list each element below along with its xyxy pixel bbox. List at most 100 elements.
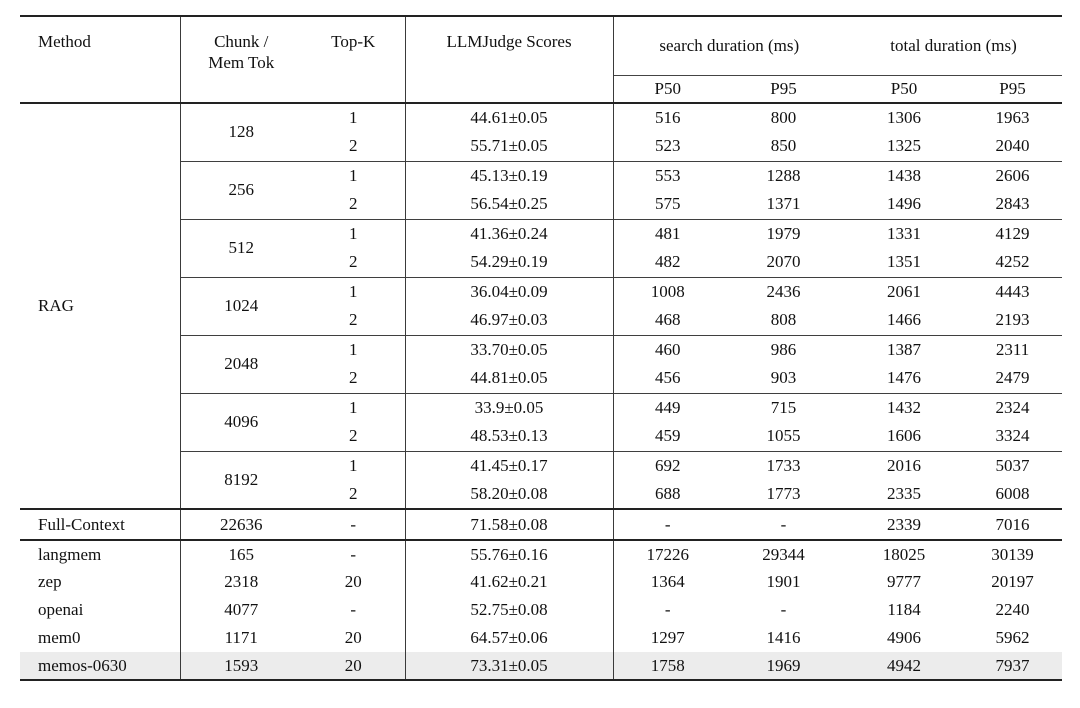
cell-llmjudge-score: 54.29±0.19 [405, 248, 614, 277]
cell-total-p50: 1466 [887, 310, 922, 330]
cell-total-p95: 7016 [995, 514, 1030, 534]
cell-llmjudge-score: 48.53±0.13 [405, 422, 614, 451]
table-row: 2048 1 33.70±0.05 460 986 1387 2311 [20, 334, 1063, 393]
cell-search-p95: 808 [770, 310, 797, 330]
results-table: Method Chunk / Mem Tok Top-K LLMJudge Sco… [20, 15, 1063, 681]
cell-topk: - [302, 509, 406, 540]
cell-total-p50: 9777 [887, 572, 922, 591]
cell-search-p95: 1773 [766, 484, 801, 503]
col-header-method: Method [20, 16, 181, 103]
cell-llmjudge-score: 45.13±0.19 [405, 160, 614, 190]
cell-total-p50: 2061 [845, 276, 964, 306]
table-row: 2 46.97±0.03 468 808 1466 2193 [20, 306, 1062, 335]
cell-search-p95: 1055 [766, 426, 801, 446]
cell-total-p50: 4942 [845, 652, 964, 680]
cell-total-p50: 2016 [845, 450, 964, 480]
cell-topk: - [302, 540, 406, 568]
cell-method: openai [20, 596, 181, 624]
table-row: 2 55.71±0.05 523 850 1325 2040 [20, 132, 1062, 161]
cell-total-p95: 2479 [995, 368, 1030, 388]
table-row: 8192 1 41.45±0.17 692 1733 2016 5037 [20, 450, 1063, 509]
rag-section: RAG 128 1 44.61±0.05 516 800 1306 1963 2 55.71±0.… [20, 103, 1063, 509]
cell-search-p95: - [780, 514, 787, 534]
table-row: RAG 128 1 44.61±0.05 516 800 1306 1963 [20, 103, 1062, 509]
cell-chunk-size: 1171 [224, 628, 258, 647]
cell-search-p95: 715 [722, 392, 846, 422]
table-header: Method Chunk / Mem Tok Top-K LLMJudge Sco… [20, 16, 1063, 103]
cell-topk: 1 [302, 160, 406, 190]
cell-total-p50: 2339 [887, 514, 922, 534]
cell-llmjudge-score: 36.04±0.09 [405, 276, 614, 306]
cell-topk: 1 [302, 392, 406, 422]
cell-chunk-size: 8192 [180, 450, 302, 509]
cell-total-p50: 1476 [887, 368, 922, 388]
cell-search-p50: 456 [655, 368, 681, 388]
col-group-search-duration: search duration (ms) [613, 16, 846, 76]
col-header-topk-label: Top-K [331, 32, 376, 51]
table-row-memos-0630: memos-0630 1593 20 73.31±0.05 1758 1969 4942 79… [20, 652, 1063, 680]
cell-total-p95: 6008 [995, 484, 1030, 503]
cell-total-p50: 1184 [887, 600, 921, 619]
cell-total-p50: 1387 [845, 334, 964, 364]
cell-method: zep [20, 568, 181, 596]
cell-search-p50: 468 [655, 310, 681, 330]
cell-search-p95: 29344 [762, 544, 805, 564]
cell-search-p50: 460 [613, 334, 722, 364]
cell-llmjudge-score: 56.54±0.25 [405, 190, 614, 219]
cell-search-p50: 553 [613, 160, 722, 190]
cell-total-p95: 30139 [991, 544, 1034, 564]
cell-total-p95: 2193 [995, 310, 1030, 330]
cell-chunk-size: 2318 [224, 572, 259, 591]
cell-total-p50: 1438 [845, 160, 964, 190]
cell-total-p95: 2606 [963, 160, 1063, 190]
table-row-zep: zep 2318 20 41.62±0.21 1364 1901 9777 20197 [20, 568, 1062, 596]
cell-llmjudge-score: 41.36±0.24 [405, 218, 614, 248]
cell-llmjudge-score: 64.57±0.06 [405, 624, 614, 652]
col-group-total-duration: total duration (ms) [845, 16, 1063, 76]
col-header-topk: Top-K [302, 16, 406, 103]
cell-llmjudge-score: 55.71±0.05 [405, 132, 614, 161]
cell-method: mem0 [20, 624, 181, 652]
table-row: 256 1 45.13±0.19 553 1288 1438 2606 [20, 160, 1063, 219]
table-row-openai: openai 4077-52.75±0.08- -1184 2240 [20, 596, 1062, 624]
cell-topk: - [302, 596, 406, 624]
cell-llmjudge-score: 44.61±0.05 [405, 103, 614, 132]
cell-total-p95: 2324 [963, 392, 1063, 422]
cell-search-p50: 516 [655, 108, 681, 127]
cell-chunk-size: 256 [180, 160, 302, 219]
cell-search-p95: 1979 [722, 218, 846, 248]
col-header-llmjudge: LLMJudge Scores [405, 16, 614, 103]
cell-search-p50: 1008 [613, 276, 722, 306]
table-row: 2 58.20±0.08 688 1773 2335 6008 [20, 480, 1062, 509]
cell-search-p50: 1758 [613, 652, 722, 680]
table-row: 1024 1 36.04±0.09 1008 2436 2061 4443 [20, 276, 1063, 335]
cell-search-p50: 449 [613, 392, 722, 422]
cell-llmjudge-score: 33.70±0.05 [405, 334, 614, 364]
subheader-total-p50: P50 [890, 78, 918, 98]
cell-topk: 1 [302, 276, 406, 306]
table-row: 2 48.53±0.13 459 1055 1606 3324 [20, 422, 1062, 451]
cell-search-p95: 1371 [766, 194, 801, 214]
cell-total-p95: 2040 [995, 136, 1030, 156]
cell-topk: 1 [302, 334, 406, 364]
cell-chunk-size: 128 [228, 122, 255, 142]
cell-search-p95: 1288 [722, 160, 846, 190]
cell-search-p50: - [664, 600, 671, 619]
table-row: 2 44.81±0.05 456 903 1476 2479 [20, 364, 1062, 393]
cell-total-p50: 2335 [887, 484, 922, 503]
cell-total-p50: 1496 [887, 194, 922, 214]
cell-chunk-size: 1593 [180, 652, 302, 680]
table-row: 2 56.54±0.25 575 1371 1496 2843 [20, 190, 1062, 219]
cell-search-p50: - [664, 514, 671, 534]
full-context-section: Full-Context 22636-71.58±0.08- -2339 7016 [20, 509, 1063, 540]
col-header-chunk-mem-tok: Chunk / Mem Tok [180, 16, 302, 103]
cell-search-p50: 481 [613, 218, 722, 248]
cell-topk: 1 [302, 450, 406, 480]
cell-topk: 2 [302, 422, 406, 451]
cell-search-p95: 1733 [722, 450, 846, 480]
cell-total-p95: 2843 [995, 194, 1030, 214]
cell-total-p95: 3324 [995, 426, 1030, 446]
cell-search-p95: - [780, 600, 787, 619]
cell-chunk-size: 2048 [180, 334, 302, 393]
col-header-chunk-label: Chunk / Mem Tok [208, 32, 275, 72]
